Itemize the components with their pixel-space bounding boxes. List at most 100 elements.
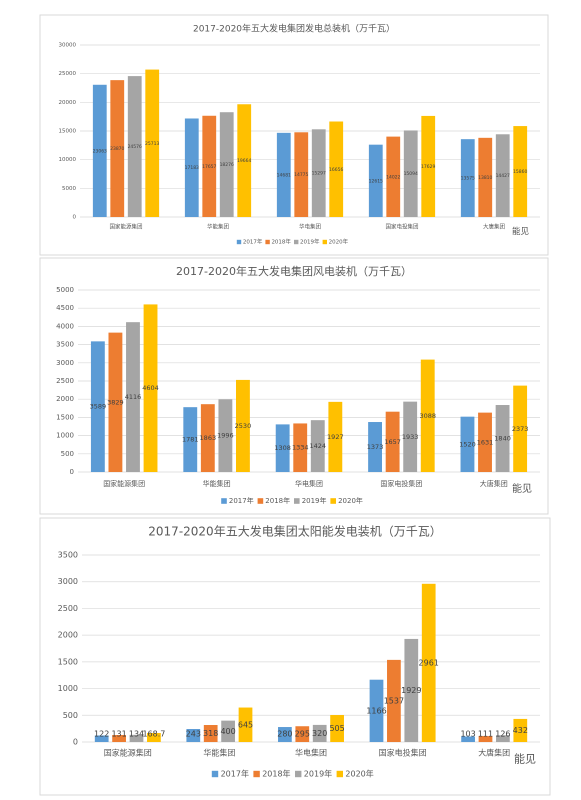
bar [460, 139, 475, 217]
x-tick-label: 大唐集团 [480, 479, 508, 488]
legend-swatch [211, 770, 219, 778]
data-label: 2961 [419, 658, 439, 667]
y-tick-label: 3500 [58, 551, 78, 560]
data-label: 1863 [200, 434, 217, 442]
bar [328, 401, 343, 472]
bar [295, 726, 310, 742]
data-label: 18276 [220, 162, 234, 168]
bar [496, 735, 510, 742]
bar [513, 385, 528, 472]
data-label: 645 [238, 720, 253, 729]
bar [200, 404, 215, 472]
data-label: 103 [460, 730, 475, 739]
legend-swatch [295, 770, 302, 778]
y-tick-label: 2000 [56, 395, 74, 403]
bar [143, 304, 158, 472]
bar [237, 104, 252, 217]
legend-label: 2018年 [262, 769, 290, 779]
data-label: 1308 [274, 444, 291, 452]
bar [495, 405, 510, 472]
y-tick-label: 2500 [58, 604, 78, 613]
data-label: 1631 [477, 438, 494, 446]
x-tick-label: 华能集团 [203, 479, 231, 488]
bar [294, 132, 309, 217]
legend-swatch [322, 239, 327, 245]
annotation: 能见 [512, 226, 530, 237]
bar [403, 130, 418, 217]
bar [184, 118, 199, 217]
y-tick-label: 0 [70, 468, 74, 476]
data-label: 3829 [107, 398, 124, 406]
data-label: 12615 [369, 178, 383, 184]
data-label: 1537 [384, 696, 404, 705]
data-label: 1166 [366, 706, 386, 715]
bar [183, 407, 198, 472]
data-label: 17183 [185, 165, 199, 171]
x-tick-label: 国家能源集团 [103, 479, 145, 488]
y-tick-label: 25000 [59, 71, 77, 77]
legend-swatch [330, 498, 336, 504]
legend-label: 2020年 [329, 238, 349, 246]
legend-label: 2018年 [265, 496, 290, 505]
data-label: 280 [277, 730, 292, 739]
data-label: 1840 [494, 435, 511, 443]
x-tick-label: 华电集团 [295, 748, 327, 758]
data-label: 295 [295, 730, 310, 739]
data-label: 25713 [145, 141, 159, 147]
y-tick-label: 30000 [59, 43, 77, 49]
data-label: 131 [111, 730, 126, 739]
bar [219, 112, 234, 217]
data-label: 14022 [386, 174, 400, 180]
bar [478, 412, 492, 472]
data-label: 126 [495, 730, 510, 739]
y-tick-label: 0 [73, 215, 77, 221]
bar [478, 736, 493, 742]
x-tick-label: 华电集团 [299, 223, 322, 231]
data-label: 17657 [202, 164, 216, 170]
y-tick-label: 3500 [56, 341, 74, 349]
y-tick-label: 10000 [59, 157, 77, 163]
y-tick-label: 20000 [59, 100, 77, 106]
x-tick-label: 大唐集团 [483, 223, 506, 231]
y-tick-label: 1000 [56, 432, 74, 440]
data-label: 14427 [496, 173, 510, 179]
legend-swatch [253, 770, 260, 778]
legend-swatch [257, 498, 264, 504]
data-label: 400 [220, 727, 235, 736]
data-label: 4116 [125, 393, 142, 401]
bar [310, 420, 325, 472]
bar [238, 707, 253, 742]
bar [293, 423, 308, 472]
bar [420, 359, 435, 472]
bar [92, 84, 107, 218]
legend-label: 2019年 [302, 496, 327, 505]
data-label: 1781 [182, 436, 199, 444]
y-tick-label: 500 [61, 450, 74, 458]
legend-label: 2020年 [338, 496, 363, 505]
data-label: 1929 [401, 686, 421, 695]
bar [403, 401, 418, 472]
y-tick-label: 3000 [58, 577, 78, 586]
bar [513, 126, 528, 217]
bar [129, 734, 144, 742]
bar [495, 134, 510, 217]
data-label: 505 [329, 724, 344, 733]
bar [311, 129, 326, 217]
data-label: 1996 [217, 432, 234, 440]
legend-label: 2017年 [229, 496, 254, 505]
data-label: 243 [186, 730, 201, 739]
bar [386, 136, 401, 217]
y-tick-label: 1500 [56, 413, 74, 421]
y-tick-label: 2500 [56, 377, 74, 385]
bar [236, 379, 250, 472]
annotation: 能见 [514, 751, 536, 765]
x-tick-label: 大唐集团 [478, 748, 510, 758]
bar [275, 424, 290, 472]
legend-label: 2017年 [221, 769, 249, 779]
bar [421, 115, 436, 217]
data-label: 13575 [461, 176, 475, 182]
bar [147, 732, 161, 742]
bar [421, 583, 436, 742]
data-label: 1334 [292, 444, 309, 452]
